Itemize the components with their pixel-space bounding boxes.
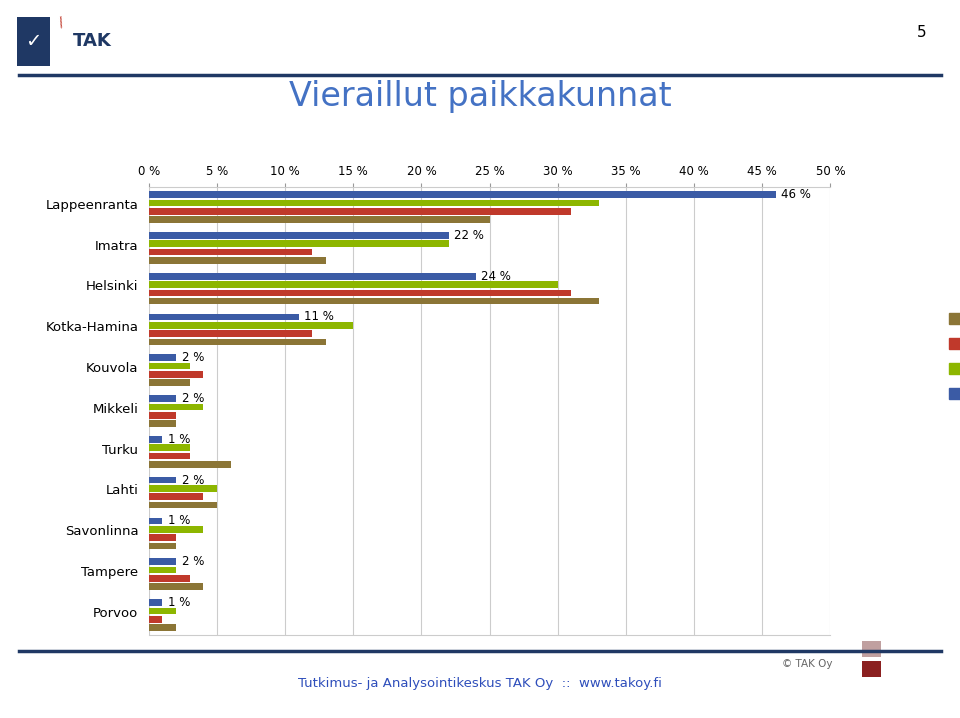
Legend: 2006, 2008, 2010, 2012: 2006, 2008, 2010, 2012 [944, 308, 960, 406]
Bar [149, 191, 776, 198]
Bar [149, 477, 176, 483]
Text: © TAK Oy: © TAK Oy [782, 659, 833, 669]
Bar [149, 355, 176, 361]
Bar [149, 298, 599, 304]
Bar [149, 412, 176, 419]
Bar [149, 371, 204, 378]
Text: 46 %: 46 % [781, 188, 811, 201]
Text: 11 %: 11 % [304, 310, 334, 324]
Text: TAK: TAK [73, 32, 111, 50]
Bar [149, 257, 326, 264]
Bar [149, 485, 217, 492]
Bar [862, 641, 881, 657]
Bar [149, 216, 490, 223]
Bar [149, 273, 476, 279]
Text: 2 %: 2 % [181, 392, 204, 405]
Bar [149, 534, 176, 541]
Bar [149, 241, 448, 247]
Text: 22 %: 22 % [454, 229, 484, 242]
Bar [149, 289, 571, 296]
Bar [149, 363, 190, 370]
Bar [149, 624, 176, 631]
Bar [149, 543, 176, 549]
Text: 2 %: 2 % [181, 474, 204, 487]
Bar [149, 559, 176, 565]
Bar [149, 248, 312, 256]
Bar [149, 404, 204, 410]
Bar [149, 567, 176, 574]
Bar [149, 518, 162, 524]
Text: Vieraillut paikkakunnat: Vieraillut paikkakunnat [289, 80, 671, 113]
Text: /: / [57, 15, 65, 30]
Bar [149, 444, 190, 451]
Bar [149, 493, 204, 500]
Bar [149, 322, 353, 329]
Bar [149, 600, 162, 606]
Bar [149, 436, 162, 443]
Bar [149, 452, 190, 460]
Bar [862, 661, 881, 676]
Bar [149, 314, 299, 320]
Text: 2 %: 2 % [181, 555, 204, 568]
Bar [149, 420, 176, 427]
Bar [149, 526, 204, 533]
Bar [149, 208, 571, 215]
Text: 1 %: 1 % [168, 596, 190, 609]
Bar [149, 200, 599, 206]
Text: ✓: ✓ [25, 32, 41, 51]
Bar [149, 232, 448, 238]
Text: 5: 5 [917, 25, 926, 40]
Bar [149, 281, 558, 288]
Bar [149, 616, 162, 623]
Bar [149, 607, 176, 614]
FancyBboxPatch shape [17, 17, 50, 65]
Bar [149, 461, 230, 467]
Text: 1 %: 1 % [168, 433, 190, 446]
Text: 24 %: 24 % [481, 270, 512, 283]
Bar [149, 339, 326, 345]
Text: 2 %: 2 % [181, 351, 204, 364]
Text: Tutkimus- ja Analysointikeskus TAK Oy  ::  www.takoy.fi: Tutkimus- ja Analysointikeskus TAK Oy ::… [298, 677, 662, 690]
Bar [149, 395, 176, 402]
Bar [149, 379, 190, 386]
Bar [149, 330, 312, 337]
Bar [149, 584, 204, 590]
Bar [149, 502, 217, 508]
Text: 1 %: 1 % [168, 515, 190, 528]
Bar [149, 575, 190, 582]
